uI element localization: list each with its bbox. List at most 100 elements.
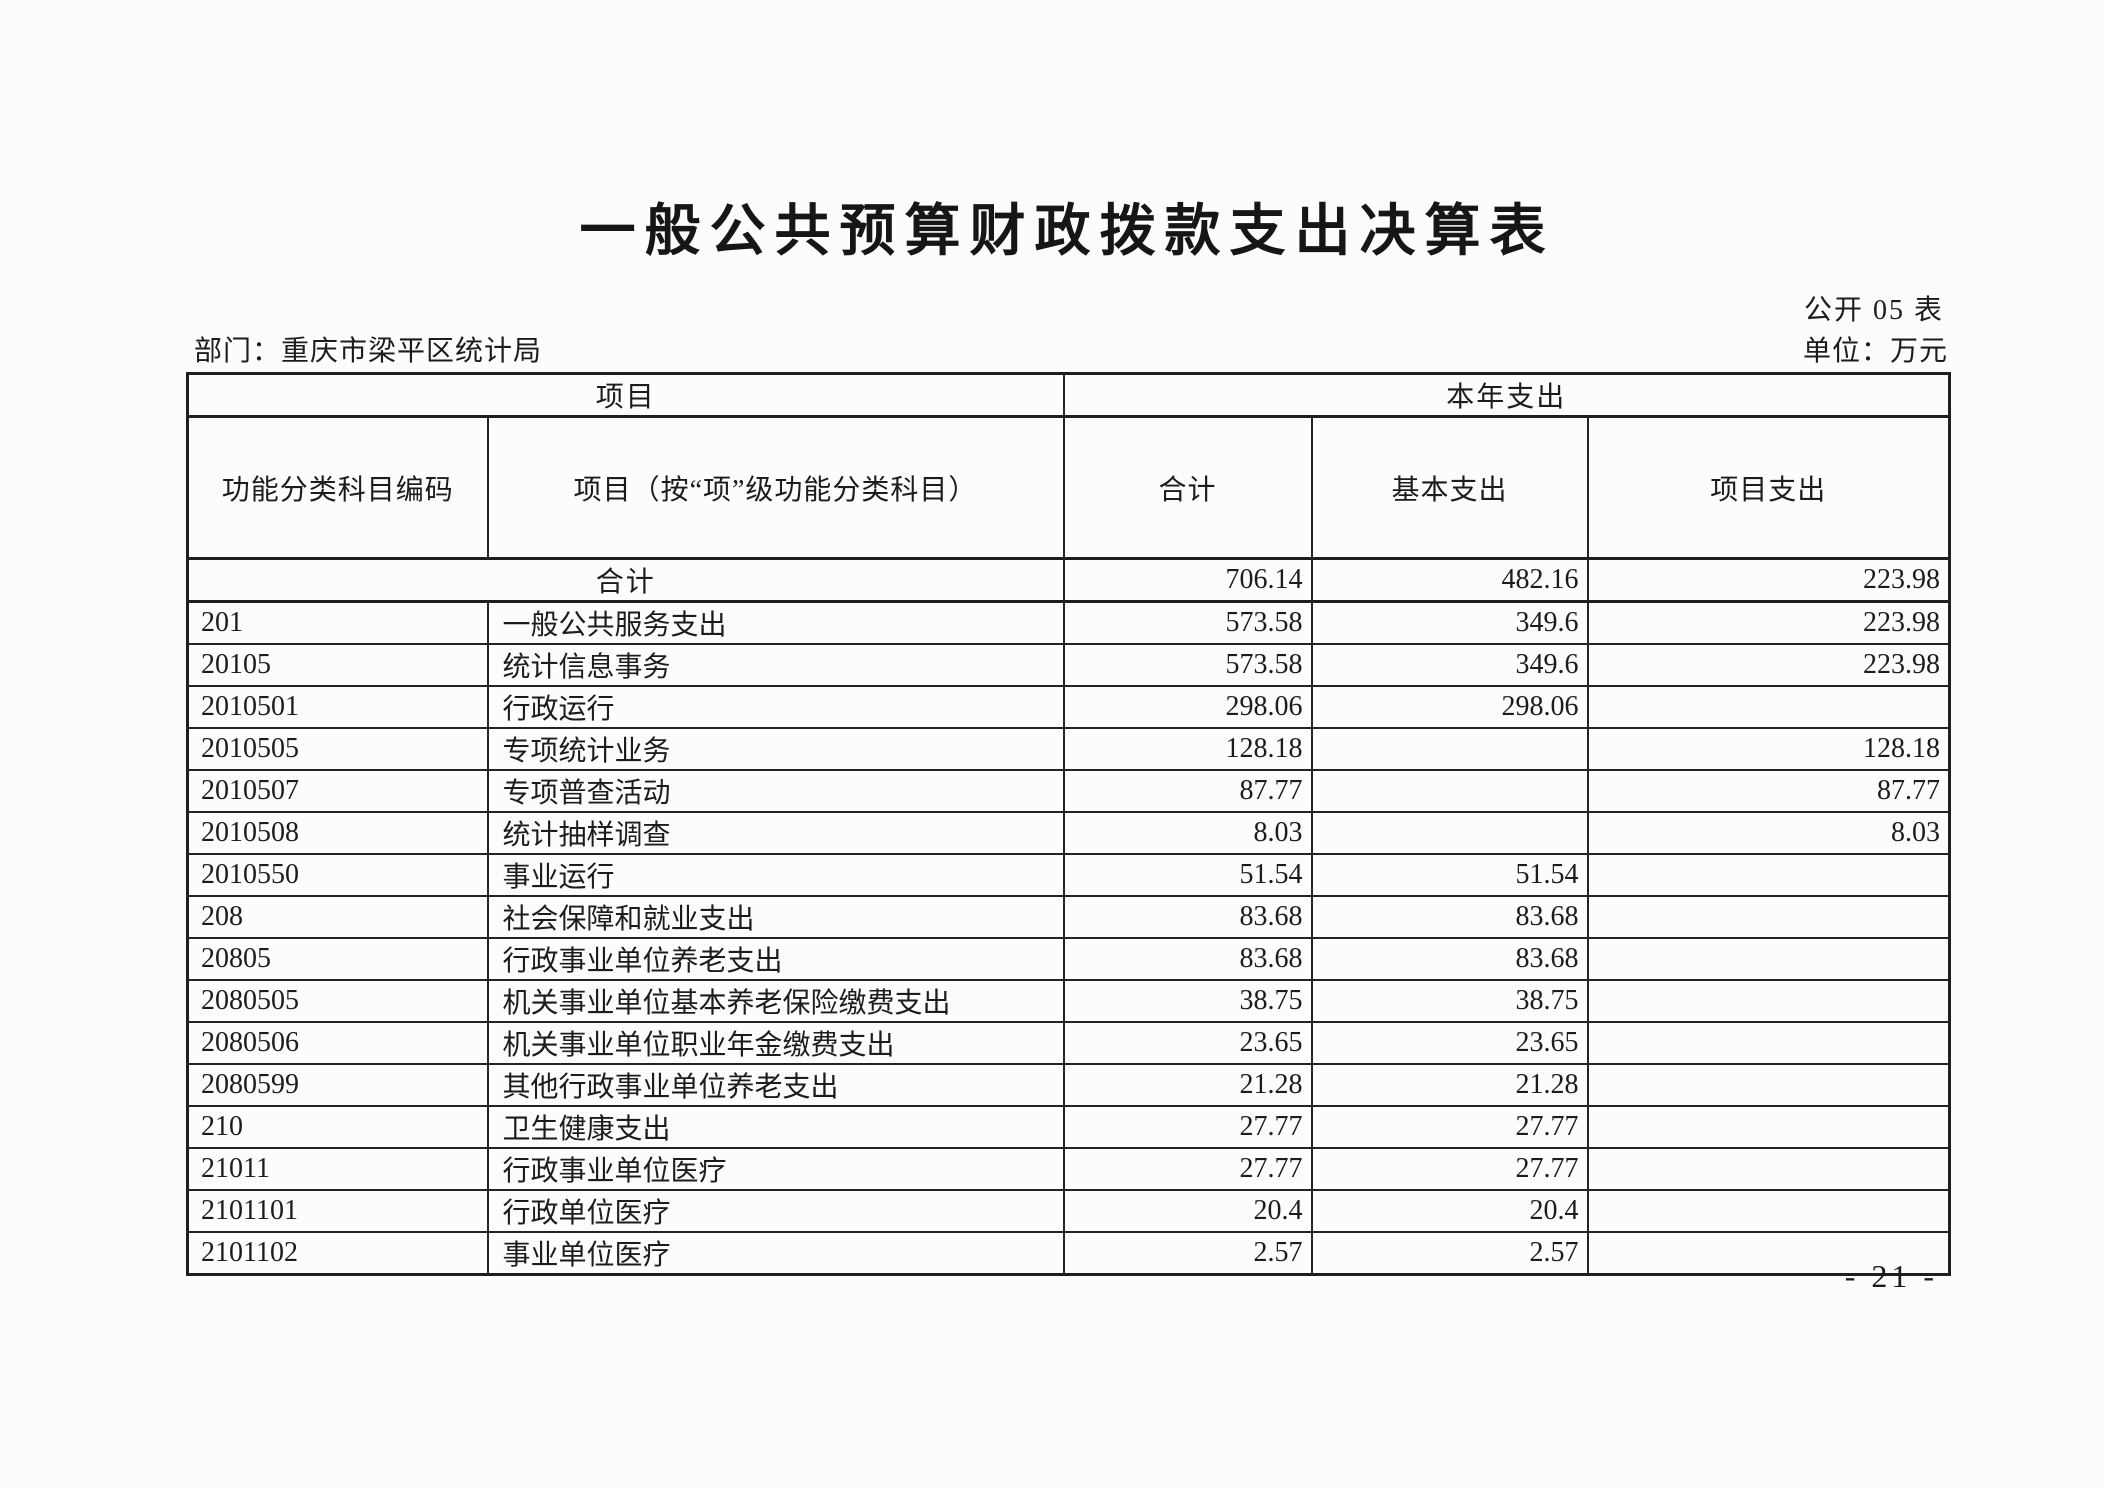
table-body: 合计 706.14 482.16 223.98 201 一般公共服务支出 573… — [186, 557, 1951, 1276]
row-total: 27.77 — [1062, 1147, 1313, 1191]
table-row: 2010501 行政运行 298.06 298.06 — [186, 685, 1951, 729]
row-project: 8.03 — [1586, 811, 1951, 855]
row-total: 21.28 — [1062, 1063, 1313, 1107]
row-code: 2010550 — [186, 853, 489, 897]
row-basic: 349.6 — [1310, 643, 1589, 687]
row-project — [1586, 1063, 1951, 1107]
row-total: 83.68 — [1062, 937, 1313, 981]
row-project — [1586, 1189, 1951, 1233]
col-header-item: 项目（按“项”级功能分类科目） — [486, 415, 1065, 560]
col-header-basic: 基本支出 — [1310, 415, 1589, 560]
row-code: 2010508 — [186, 811, 489, 855]
row-project: 87.77 — [1586, 769, 1951, 813]
row-total: 51.54 — [1062, 853, 1313, 897]
row-item: 事业单位医疗 — [486, 1231, 1065, 1276]
total-row-project: 223.98 — [1586, 557, 1951, 603]
row-code: 2080506 — [186, 1021, 489, 1065]
row-code: 2101102 — [186, 1231, 489, 1276]
row-total: 573.58 — [1062, 643, 1313, 687]
table-row: 201 一般公共服务支出 573.58 349.6 223.98 — [186, 600, 1951, 645]
row-total: 27.77 — [1062, 1105, 1313, 1149]
row-item: 社会保障和就业支出 — [486, 895, 1065, 939]
row-item: 专项普查活动 — [486, 769, 1065, 813]
table-row: 2080599 其他行政事业单位养老支出 21.28 21.28 — [186, 1063, 1951, 1107]
row-basic: 23.65 — [1310, 1021, 1589, 1065]
col-header-code: 功能分类科目编码 — [186, 415, 489, 560]
row-total: 87.77 — [1062, 769, 1313, 813]
unit-label: 单位：万元 — [1802, 336, 1948, 367]
row-item: 卫生健康支出 — [486, 1105, 1065, 1149]
row-item: 其他行政事业单位养老支出 — [486, 1063, 1065, 1107]
row-total: 38.75 — [1062, 979, 1313, 1023]
row-item: 统计抽样调查 — [486, 811, 1065, 855]
row-project: 223.98 — [1586, 643, 1951, 687]
row-code: 210 — [186, 1105, 489, 1149]
col-group-project: 项目 — [186, 372, 1065, 418]
row-project: 223.98 — [1586, 600, 1951, 645]
row-code: 20105 — [186, 643, 489, 687]
table-row: 2080506 机关事业单位职业年金缴费支出 23.65 23.65 — [186, 1021, 1951, 1065]
row-basic: 21.28 — [1310, 1063, 1589, 1107]
row-total: 20.4 — [1062, 1189, 1313, 1233]
row-basic — [1310, 811, 1589, 855]
table-header: 项目 本年支出 功能分类科目编码 项目（按“项”级功能分类科目） 合计 基本支出… — [186, 372, 1951, 560]
row-total: 298.06 — [1062, 685, 1313, 729]
row-code: 20805 — [186, 937, 489, 981]
row-code: 2080505 — [186, 979, 489, 1023]
table-row: 21011 行政事业单位医疗 27.77 27.77 — [186, 1147, 1951, 1191]
total-row-basic: 482.16 — [1310, 557, 1589, 603]
total-row: 合计 706.14 482.16 223.98 — [186, 557, 1951, 603]
page-title: 一般公共预算财政拨款支出决算表 — [579, 201, 1555, 263]
row-basic: 83.68 — [1310, 895, 1589, 939]
row-item: 行政单位医疗 — [486, 1189, 1065, 1233]
row-basic: 83.68 — [1310, 937, 1589, 981]
col-header-total: 合计 — [1062, 415, 1313, 560]
table-row: 2010550 事业运行 51.54 51.54 — [186, 853, 1951, 897]
row-basic — [1310, 769, 1589, 813]
header-group-row: 项目 本年支出 — [186, 372, 1951, 418]
row-basic — [1310, 727, 1589, 771]
header-columns-row: 功能分类科目编码 项目（按“项”级功能分类科目） 合计 基本支出 项目支出 — [186, 415, 1951, 560]
row-item: 行政事业单位养老支出 — [486, 937, 1065, 981]
row-project — [1586, 979, 1951, 1023]
total-row-label: 合计 — [186, 557, 1065, 603]
document-content: 一般公共预算财政拨款支出决算表 公开 05 表 部门：重庆市梁平区统计局 单位：… — [186, 0, 1952, 1488]
row-basic: 2.57 — [1310, 1231, 1589, 1276]
table-row: 210 卫生健康支出 27.77 27.77 — [186, 1105, 1951, 1149]
table-row: 20105 统计信息事务 573.58 349.6 223.98 — [186, 643, 1951, 687]
row-item: 事业运行 — [486, 853, 1065, 897]
department-label: 部门：重庆市梁平区统计局 — [194, 336, 543, 367]
row-item: 行政事业单位医疗 — [486, 1147, 1065, 1191]
table-number-label: 公开 05 表 — [1803, 295, 1944, 326]
row-total: 8.03 — [1062, 811, 1313, 855]
row-total: 83.68 — [1062, 895, 1313, 939]
col-header-project: 项目支出 — [1586, 415, 1951, 560]
row-project — [1586, 895, 1951, 939]
row-item: 机关事业单位职业年金缴费支出 — [486, 1021, 1065, 1065]
total-row-total: 706.14 — [1062, 557, 1313, 603]
row-basic: 27.77 — [1310, 1147, 1589, 1191]
budget-table: 项目 本年支出 功能分类科目编码 项目（按“项”级功能分类科目） 合计 基本支出… — [186, 372, 1952, 1276]
row-code: 21011 — [186, 1147, 489, 1191]
row-basic: 51.54 — [1310, 853, 1589, 897]
row-total: 573.58 — [1062, 600, 1313, 645]
table-row: 2010505 专项统计业务 128.18 128.18 — [186, 727, 1951, 771]
row-project — [1586, 1147, 1951, 1191]
row-basic: 38.75 — [1310, 979, 1589, 1023]
row-item: 专项统计业务 — [486, 727, 1065, 771]
row-project — [1586, 1105, 1951, 1149]
row-project — [1586, 1021, 1951, 1065]
meta-line: 部门：重庆市梁平区统计局 单位：万元 — [186, 329, 1948, 369]
table-row: 2101102 事业单位医疗 2.57 2.57 — [186, 1231, 1951, 1276]
row-item: 机关事业单位基本养老保险缴费支出 — [486, 979, 1065, 1023]
row-item: 统计信息事务 — [486, 643, 1065, 687]
row-code: 2010505 — [186, 727, 489, 771]
row-total: 2.57 — [1062, 1231, 1313, 1276]
row-total: 128.18 — [1062, 727, 1313, 771]
row-project: 128.18 — [1586, 727, 1951, 771]
row-basic: 349.6 — [1310, 600, 1589, 645]
table-row: 2080505 机关事业单位基本养老保险缴费支出 38.75 38.75 — [186, 979, 1951, 1023]
row-basic: 298.06 — [1310, 685, 1589, 729]
row-item: 行政运行 — [486, 685, 1065, 729]
